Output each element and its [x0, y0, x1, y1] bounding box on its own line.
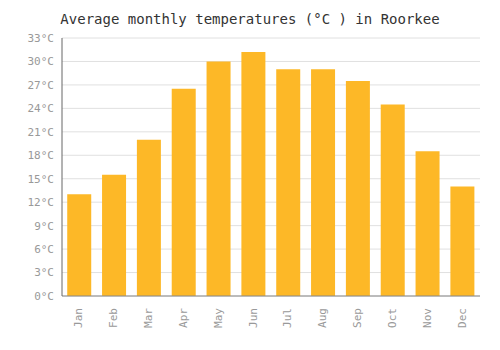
svg-text:9°C: 9°C [34, 220, 54, 233]
svg-text:15°C: 15°C [28, 173, 55, 186]
svg-text:Apr: Apr [177, 308, 190, 328]
svg-text:27°C: 27°C [28, 79, 55, 92]
svg-text:Nov: Nov [421, 308, 434, 328]
svg-text:May: May [212, 308, 225, 328]
svg-text:21°C: 21°C [28, 126, 55, 139]
svg-text:Mar: Mar [142, 308, 155, 328]
svg-text:Jun: Jun [247, 308, 260, 328]
svg-text:Dec: Dec [456, 308, 469, 328]
svg-text:Oct: Oct [386, 308, 399, 328]
svg-text:Jan: Jan [72, 308, 85, 328]
svg-text:Sep: Sep [351, 308, 364, 328]
svg-text:33°C: 33°C [28, 32, 55, 45]
svg-text:Jul: Jul [281, 308, 294, 328]
svg-text:24°C: 24°C [28, 102, 55, 115]
svg-text:30°C: 30°C [28, 55, 55, 68]
svg-text:18°C: 18°C [28, 149, 55, 162]
svg-text:3°C: 3°C [34, 266, 54, 279]
svg-text:0°C: 0°C [34, 290, 54, 303]
svg-text:6°C: 6°C [34, 243, 54, 256]
html-text:Average monthly temperatures (: Average monthly temperatures (°C ) in Ro… [60, 11, 440, 27]
svg-text:Feb: Feb [107, 308, 120, 328]
svg-text:Aug: Aug [316, 308, 329, 328]
svg-text:12°C: 12°C [28, 196, 55, 209]
